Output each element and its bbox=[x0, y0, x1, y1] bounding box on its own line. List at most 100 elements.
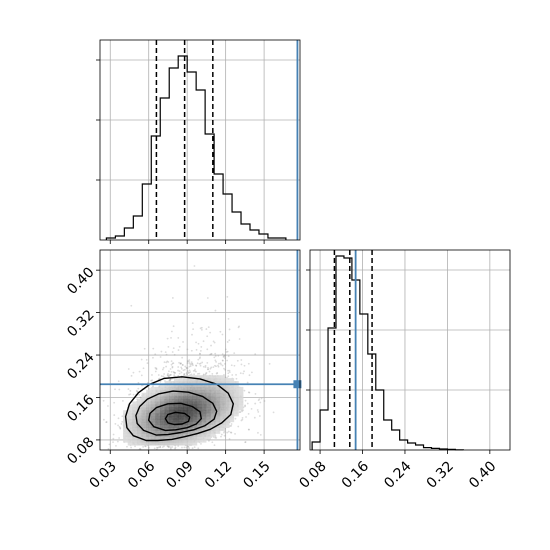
sample-point bbox=[142, 367, 145, 370]
density-cell bbox=[192, 375, 198, 379]
sample-point bbox=[226, 341, 229, 343]
sample-point bbox=[188, 359, 191, 361]
sample-point bbox=[167, 375, 170, 378]
density-cell bbox=[192, 383, 198, 388]
sample-point bbox=[132, 393, 135, 396]
density-cell bbox=[229, 404, 235, 408]
density-cell bbox=[187, 418, 193, 423]
density-cell bbox=[215, 386, 221, 391]
density-cell bbox=[141, 392, 147, 396]
sample-point bbox=[190, 349, 193, 352]
density-cell bbox=[215, 410, 221, 414]
density-cell bbox=[206, 416, 212, 420]
density-cell bbox=[215, 401, 221, 405]
density-cell bbox=[210, 416, 216, 420]
density-cell bbox=[136, 442, 142, 446]
density-cell bbox=[127, 404, 133, 408]
density-cell bbox=[127, 421, 133, 426]
density-cell bbox=[224, 398, 230, 402]
sample-point bbox=[149, 455, 151, 457]
density-cell bbox=[220, 398, 225, 402]
sample-point bbox=[167, 445, 170, 448]
density-cell bbox=[192, 413, 198, 417]
density-cell bbox=[132, 424, 138, 429]
sample-point bbox=[186, 348, 189, 351]
density-cell bbox=[136, 398, 142, 402]
x-tick-label: 0.12 bbox=[202, 458, 235, 491]
density-cell bbox=[136, 439, 142, 443]
density-cell bbox=[201, 430, 207, 434]
sample-point bbox=[153, 447, 156, 450]
density-cell bbox=[155, 430, 161, 434]
sample-point bbox=[225, 351, 228, 353]
sample-point bbox=[120, 422, 123, 425]
density-cell bbox=[155, 401, 161, 405]
density-cell bbox=[183, 421, 188, 426]
density-cell bbox=[206, 433, 212, 437]
density-cell bbox=[220, 404, 225, 408]
density-cell bbox=[183, 381, 188, 385]
density-cell bbox=[229, 378, 235, 382]
sample-point bbox=[228, 438, 231, 440]
density-cell bbox=[187, 439, 193, 443]
density-cell bbox=[201, 436, 207, 440]
density-cell bbox=[229, 381, 235, 385]
sample-point bbox=[211, 372, 214, 375]
sample-point bbox=[246, 402, 249, 405]
density-cell bbox=[229, 392, 235, 396]
density-cell bbox=[201, 410, 207, 414]
sample-point bbox=[230, 364, 233, 367]
density-cell bbox=[196, 398, 202, 402]
density-cell bbox=[150, 404, 156, 408]
density-cell bbox=[233, 410, 239, 414]
density-cell bbox=[160, 410, 165, 414]
density-cell bbox=[136, 416, 142, 420]
density-cell bbox=[141, 436, 147, 440]
density-cell bbox=[146, 436, 152, 440]
density-cell bbox=[150, 401, 156, 405]
sample-point bbox=[238, 325, 240, 328]
density-cell bbox=[141, 430, 147, 434]
density-cell bbox=[155, 386, 161, 391]
density-cell bbox=[220, 395, 225, 399]
density-cell bbox=[155, 398, 161, 402]
density-cell bbox=[164, 416, 170, 420]
sample-point bbox=[214, 309, 217, 312]
density-cell bbox=[173, 433, 179, 437]
sample-point bbox=[188, 369, 191, 372]
sample-point bbox=[130, 374, 133, 377]
density-cell bbox=[160, 395, 165, 399]
sample-point bbox=[221, 353, 224, 356]
density-cell bbox=[173, 421, 179, 426]
density-cell bbox=[141, 424, 147, 429]
sample-point bbox=[159, 356, 162, 358]
sample-point bbox=[179, 452, 181, 454]
sample-point bbox=[158, 377, 161, 380]
density-cell bbox=[187, 381, 193, 385]
sample-point bbox=[223, 434, 226, 437]
sample-point bbox=[205, 328, 208, 330]
density-cell bbox=[169, 439, 175, 443]
density-cell bbox=[183, 430, 188, 434]
density-cell bbox=[220, 424, 225, 429]
sample-point bbox=[135, 389, 138, 392]
density-cell bbox=[164, 381, 170, 385]
contour-line bbox=[135, 390, 218, 436]
density-cell bbox=[150, 395, 156, 399]
sample-point bbox=[197, 358, 200, 361]
density-cell bbox=[155, 442, 161, 446]
sample-point bbox=[247, 362, 250, 365]
sample-point bbox=[170, 330, 173, 333]
density-cell bbox=[224, 421, 230, 426]
sample-point bbox=[198, 363, 201, 365]
sample-point bbox=[183, 368, 186, 371]
density-cell bbox=[238, 401, 244, 405]
sample-point bbox=[147, 446, 150, 449]
density-cell bbox=[160, 430, 165, 434]
density-cell bbox=[164, 401, 170, 405]
sample-point bbox=[217, 362, 220, 365]
density-cell bbox=[127, 407, 133, 411]
sample-point bbox=[190, 363, 192, 366]
density-cell bbox=[187, 436, 193, 440]
